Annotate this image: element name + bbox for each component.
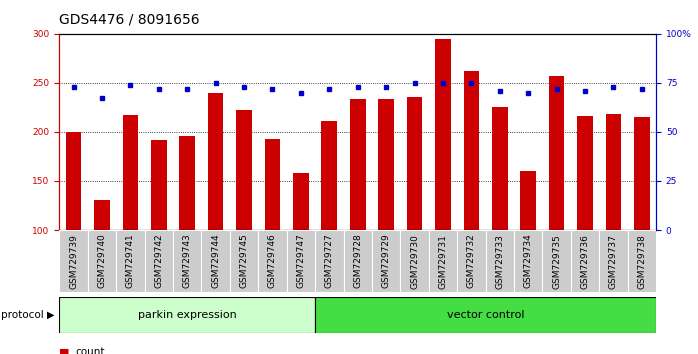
Text: GSM729736: GSM729736 [581,234,590,289]
Text: GSM729739: GSM729739 [69,234,78,289]
Bar [600,230,628,292]
Text: GSM729728: GSM729728 [353,234,362,289]
Bar [401,230,429,292]
Bar [514,230,542,292]
Bar [208,92,223,230]
Text: ■: ■ [59,347,70,354]
Bar [463,71,480,230]
Bar [634,117,650,230]
Bar [372,230,401,292]
Text: GSM729745: GSM729745 [239,234,248,289]
Text: count: count [75,347,105,354]
Bar [173,230,202,292]
Bar [151,140,167,230]
Bar [179,136,195,230]
Bar [258,230,287,292]
Bar [492,107,507,230]
Bar [315,297,656,333]
Bar [322,121,337,230]
Text: GSM729734: GSM729734 [524,234,533,289]
Bar [628,230,656,292]
Bar [59,297,315,333]
Text: GDS4476 / 8091656: GDS4476 / 8091656 [59,12,200,27]
Text: GSM729729: GSM729729 [382,234,391,289]
Text: GSM729732: GSM729732 [467,234,476,289]
Bar [407,97,422,230]
Bar [606,114,621,230]
Text: GSM729731: GSM729731 [438,234,447,289]
Text: GSM729740: GSM729740 [98,234,107,289]
Bar [66,132,82,230]
Text: GSM729730: GSM729730 [410,234,419,289]
Text: parkin expression: parkin expression [138,310,237,320]
Text: GSM729746: GSM729746 [268,234,277,289]
Bar [293,173,309,230]
Bar [287,230,315,292]
Bar [236,110,252,230]
Bar [577,116,593,230]
Text: GSM729735: GSM729735 [552,234,561,289]
Text: ▶: ▶ [47,310,55,320]
Bar [378,99,394,230]
Bar [123,115,138,230]
Text: protocol: protocol [1,310,44,320]
Bar [88,230,116,292]
Bar [230,230,258,292]
Bar [343,230,372,292]
Bar [59,230,88,292]
Bar [571,230,600,292]
Text: GSM729738: GSM729738 [637,234,646,289]
Bar [486,230,514,292]
Text: GSM729742: GSM729742 [154,234,163,289]
Text: GSM729741: GSM729741 [126,234,135,289]
Bar [265,139,281,230]
Bar [315,230,343,292]
Bar [521,171,536,230]
Text: GSM729733: GSM729733 [496,234,505,289]
Text: GSM729743: GSM729743 [183,234,192,289]
Bar [542,230,571,292]
Text: GSM729744: GSM729744 [211,234,220,289]
Bar [549,76,565,230]
Bar [429,230,457,292]
Text: vector control: vector control [447,310,524,320]
Bar [350,99,366,230]
Text: GSM729747: GSM729747 [297,234,306,289]
Bar [94,200,110,230]
Text: GSM729727: GSM729727 [325,234,334,289]
Bar [202,230,230,292]
Bar [144,230,173,292]
Text: GSM729737: GSM729737 [609,234,618,289]
Bar [116,230,144,292]
Bar [457,230,486,292]
Bar [435,39,451,230]
